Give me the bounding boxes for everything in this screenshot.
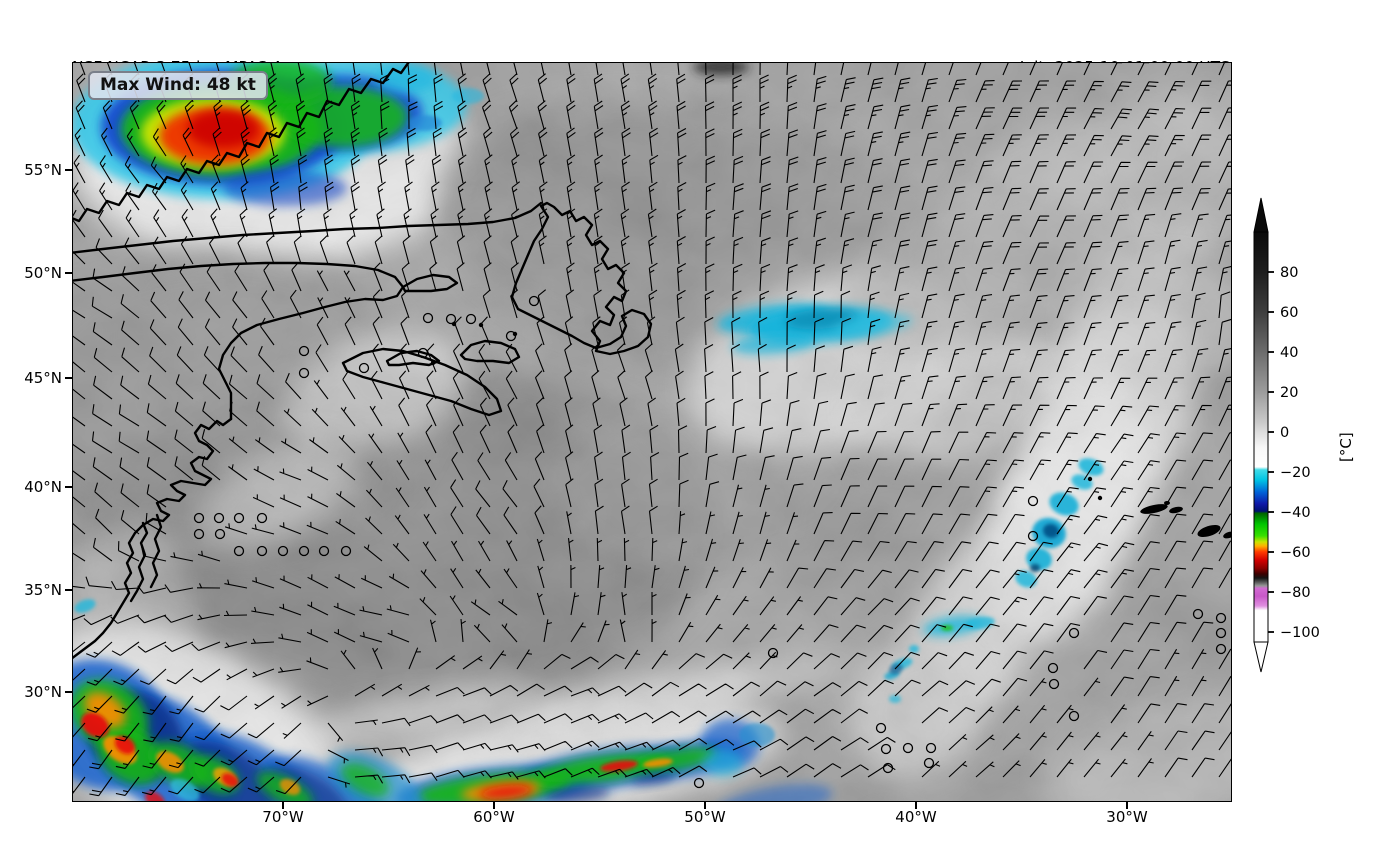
y-axis-tick-label: 50°N (24, 264, 62, 282)
y-axis-tick-label: 30°N (24, 683, 62, 701)
coastlines (73, 63, 653, 659)
colorbar-tick-label: 80 (1280, 265, 1298, 281)
y-axis-tick (65, 691, 72, 693)
colorbar: 80 60 40 20 0 −20 −40 −60 −80 −100 (1248, 190, 1376, 690)
map-canvas (72, 62, 1232, 802)
x-axis-tick (493, 802, 495, 809)
x-axis-tick (704, 802, 706, 809)
colorbar-tick-label: −40 (1280, 505, 1311, 521)
colorbar-tick-label: 40 (1280, 345, 1298, 361)
y-axis-tick (65, 486, 72, 488)
y-axis-tick-label: 45°N (24, 369, 62, 387)
colorbar-tick-label: −60 (1280, 545, 1311, 561)
colorbar-unit-label: [°C] (1337, 432, 1355, 462)
colorbar-tick-label: −80 (1280, 585, 1311, 601)
colorbar-tick-label: 0 (1280, 425, 1289, 441)
colorbar-svg: 80 60 40 20 0 −20 −40 −60 −80 −100 (1253, 197, 1320, 673)
colorbar-tick-label: −100 (1280, 625, 1320, 641)
y-axis-tick (65, 377, 72, 379)
colorbar-over-arrow (1253, 197, 1269, 233)
y-axis-tick-label: 55°N (24, 161, 62, 179)
y-axis-tick (65, 272, 72, 274)
y-axis-tick-label: 35°N (24, 581, 62, 599)
x-axis-tick-label: 60°W (473, 808, 515, 826)
x-axis-tick (915, 802, 917, 809)
y-axis-tick (65, 169, 72, 171)
colorbar-tick-label: −20 (1280, 465, 1311, 481)
y-axis-tick (65, 589, 72, 591)
ir-satellite-map (73, 63, 1231, 801)
calm-wind-circles (193, 295, 1227, 789)
colorbar-tick-label: 60 (1280, 305, 1298, 321)
wind-barbs (73, 63, 1231, 797)
x-axis-tick-label: 70°W (262, 808, 304, 826)
colorbar-tick-label: 20 (1280, 385, 1298, 401)
max-wind-badge: Max Wind: 48 kt (88, 71, 268, 100)
x-axis-tick-label: 50°W (684, 808, 726, 826)
y-axis-tick-label: 40°N (24, 478, 62, 496)
x-axis-tick (1126, 802, 1128, 809)
x-axis-tick-label: 30°W (1106, 808, 1148, 826)
colorbar-under-arrow (1253, 641, 1269, 673)
x-axis-tick-label: 40°W (895, 808, 937, 826)
x-axis-tick (282, 802, 284, 809)
colorbar-gradient-bar (1253, 231, 1269, 643)
